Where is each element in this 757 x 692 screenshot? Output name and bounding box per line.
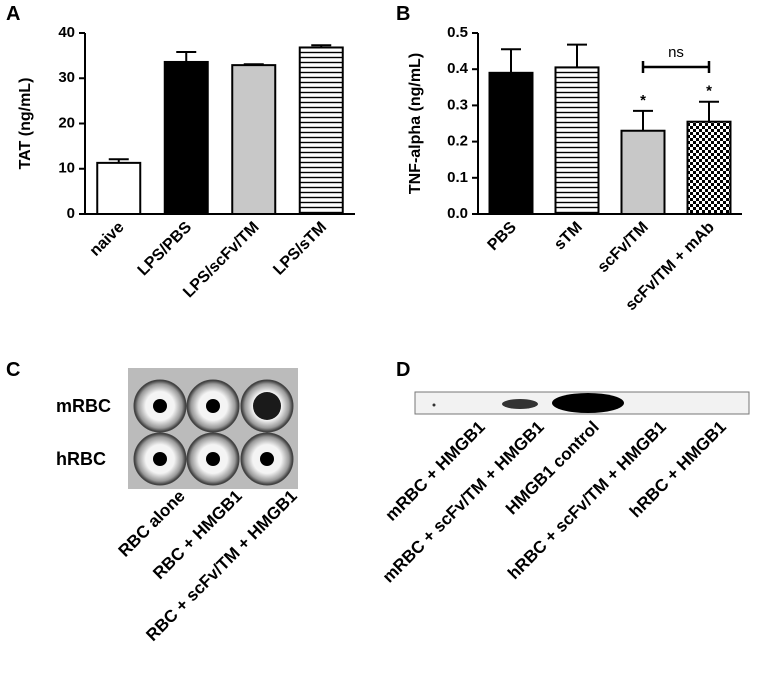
blot-speck — [432, 403, 436, 407]
significance-mark: * — [706, 83, 712, 100]
row-label: mRBC — [56, 396, 111, 416]
x-tick-label: scFv/TM — [595, 219, 652, 276]
y-tick-label: 0.3 — [447, 96, 468, 113]
pellet — [253, 392, 281, 420]
y-tick-label: 30 — [58, 69, 75, 86]
y-tick-label: 0 — [67, 205, 75, 222]
y-tick-label: 0.2 — [447, 133, 468, 150]
x-tick-label: naive — [87, 219, 128, 260]
bar — [96, 161, 142, 215]
pellet — [260, 452, 274, 466]
panel-letter: B — [396, 3, 410, 25]
bar — [298, 46, 344, 216]
bar — [686, 120, 732, 215]
bar — [163, 60, 209, 215]
y-tick-label: 40 — [58, 24, 75, 41]
pellet — [153, 399, 167, 413]
blot-band — [552, 393, 624, 413]
bracket-label: ns — [668, 44, 684, 61]
panel-letter: C — [6, 359, 20, 381]
y-tick-label: 10 — [58, 160, 75, 177]
significance-mark: * — [640, 92, 646, 109]
y-tick-label: 0.5 — [447, 24, 468, 41]
x-tick-label: LPS/sTM — [270, 219, 330, 279]
bar — [554, 66, 600, 215]
bar — [231, 64, 277, 215]
pellet — [153, 452, 167, 466]
x-tick-label: PBS — [485, 219, 521, 255]
row-label: hRBC — [56, 449, 106, 469]
y-tick-label: 0.4 — [447, 60, 469, 77]
y-tick-label: 0.1 — [447, 169, 468, 186]
x-tick-label: LPS/PBS — [135, 219, 196, 280]
bar — [488, 71, 534, 215]
bar — [620, 129, 666, 216]
panel-letter: D — [396, 359, 410, 381]
y-tick-label: 0.0 — [447, 205, 468, 222]
panel-letter: A — [6, 3, 20, 25]
lane-label: mRBC + HMGB1 — [382, 417, 489, 524]
x-tick-label: sTM — [551, 219, 586, 254]
y-tick-label: 20 — [58, 114, 75, 131]
y-axis-title: TNF-alpha (ng/mL) — [407, 53, 424, 194]
pellet — [206, 399, 220, 413]
pellet — [206, 452, 220, 466]
y-axis-title: TAT (ng/mL) — [17, 78, 34, 170]
blot-band — [502, 399, 538, 409]
